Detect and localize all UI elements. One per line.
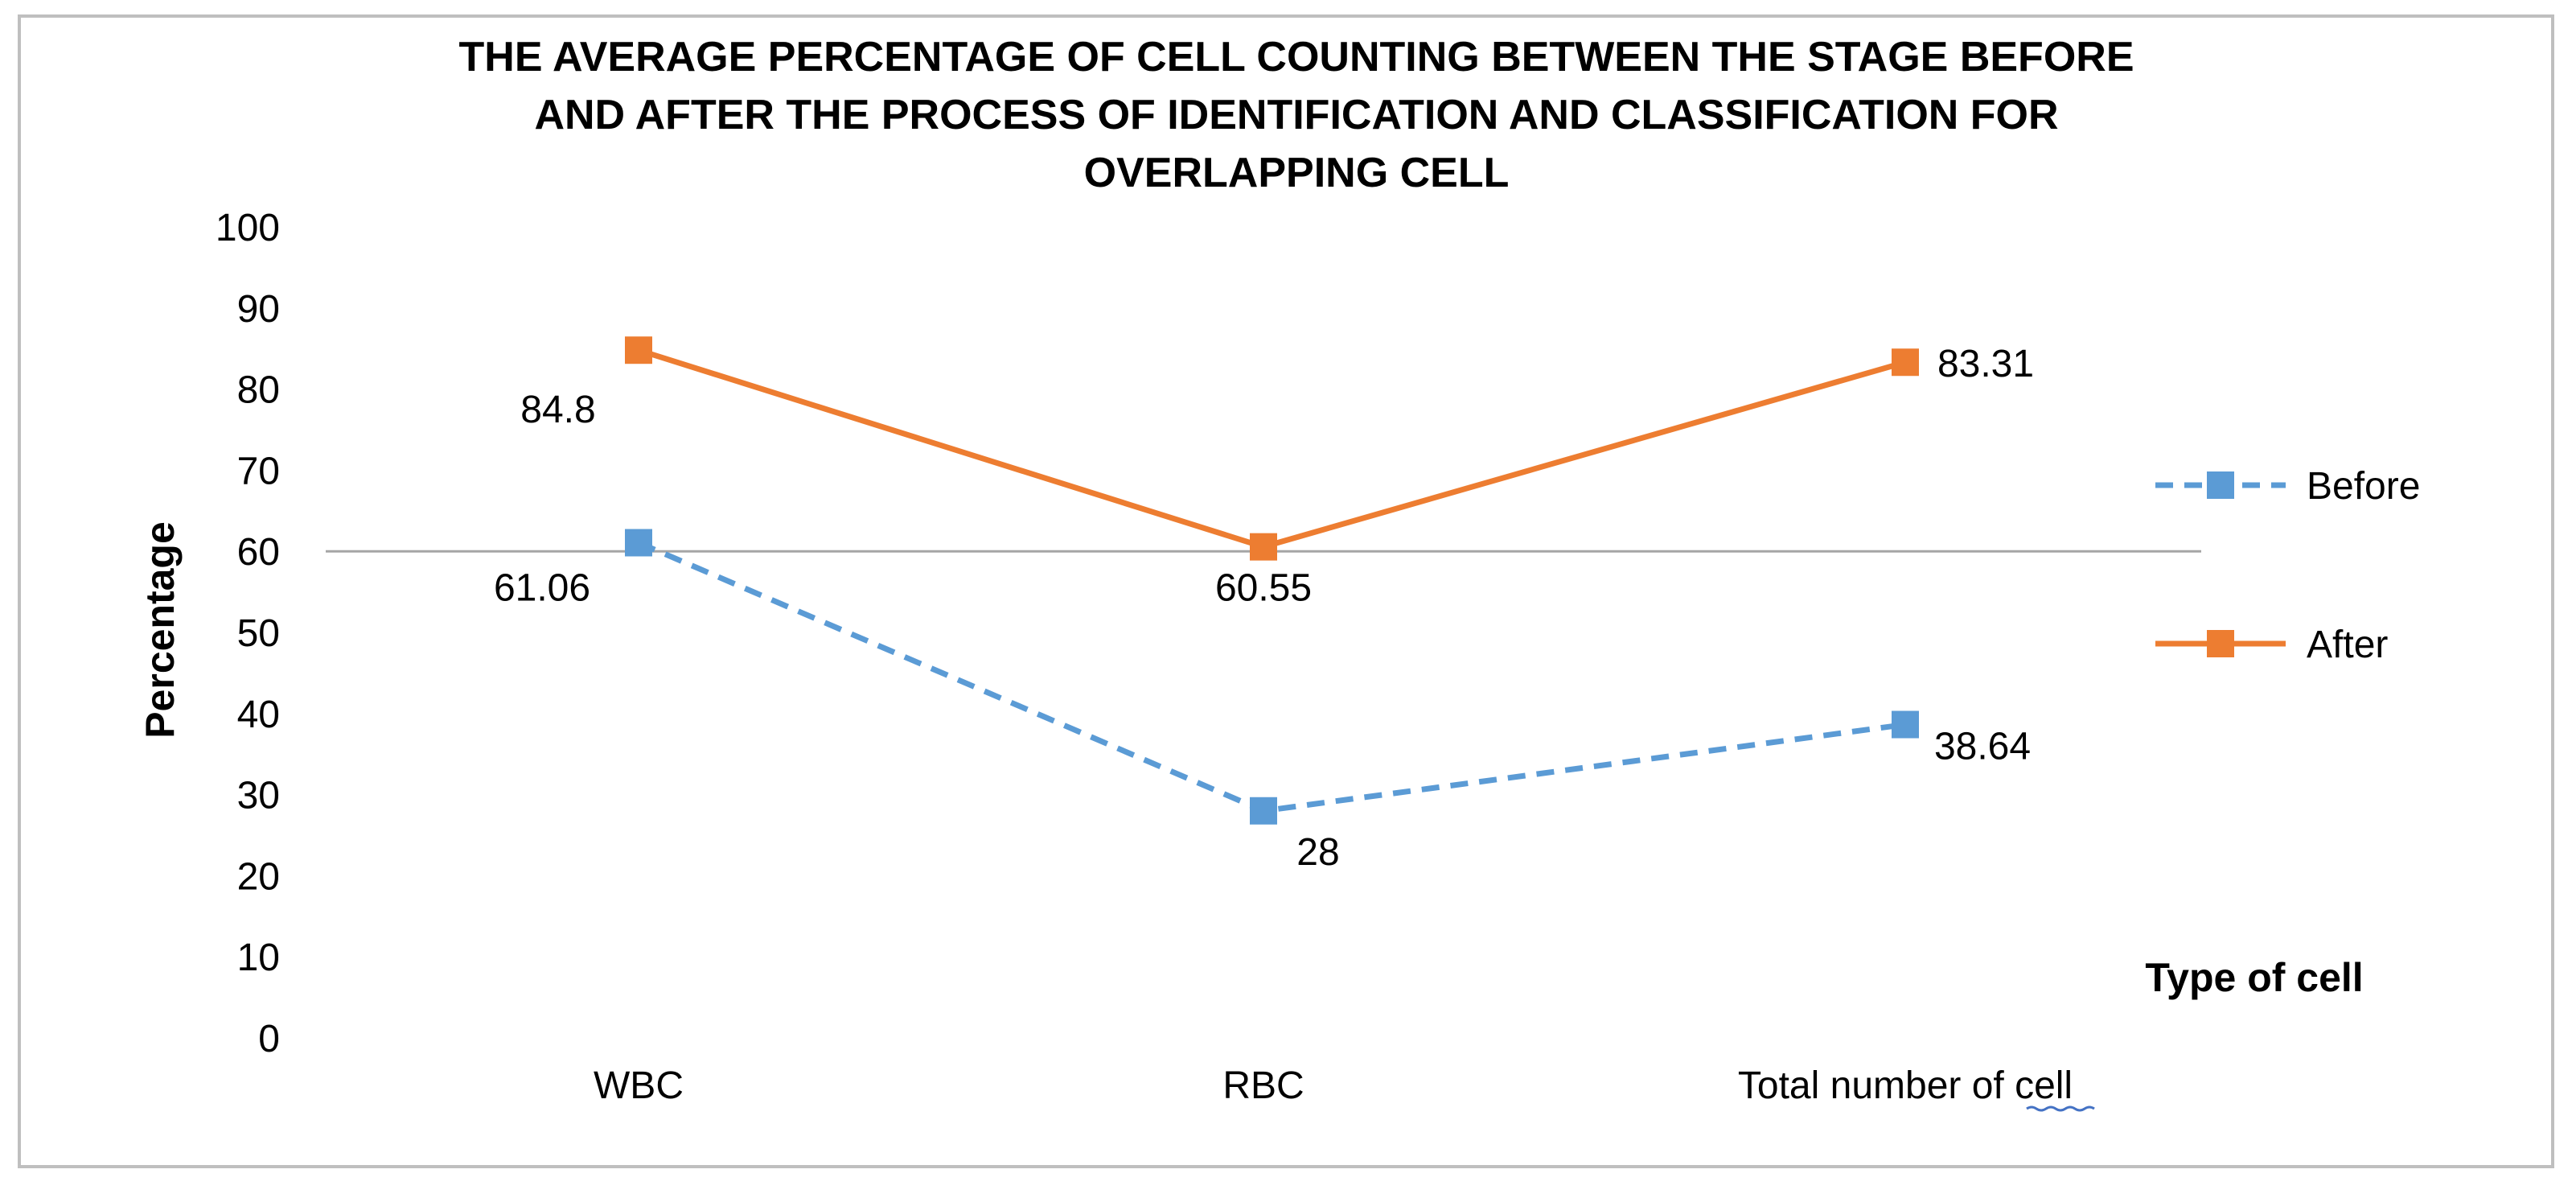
chart-title: THE AVERAGE PERCENTAGE OF CELL COUNTING … (459, 34, 2134, 196)
chart-frame (18, 14, 2554, 1168)
data-point-before (1250, 797, 1277, 825)
y-tick-label: 50 (237, 612, 280, 655)
data-labels-layer: 61.06 28 38.64 84.8 60.55 83.31 (494, 343, 2034, 874)
x-axis-categories: WBC RBC Total number of cell (594, 1064, 2095, 1112)
chart-title-line-2: AND AFTER THE PROCESS OF IDENTIFICATION … (534, 92, 2058, 138)
y-tick-label: 0 (258, 1018, 280, 1060)
legend-marker-after (2207, 630, 2234, 657)
legend-label-before: Before (2307, 465, 2420, 508)
chart-title-line-3: OVERLAPPING CELL (1084, 150, 1510, 196)
data-point-after (1892, 348, 1919, 377)
legend-marker-before (2207, 471, 2234, 499)
data-label-before: 28 (1296, 831, 1339, 874)
y-axis-ticks: 0 10 20 30 40 50 60 70 80 90 100 (216, 207, 280, 1060)
data-point-after (1250, 533, 1277, 561)
x-tick-label: RBC (1222, 1064, 1304, 1107)
data-label-before: 38.64 (1934, 726, 2031, 768)
data-label-after: 83.31 (1937, 343, 2034, 385)
data-point-before (1892, 710, 1919, 739)
y-tick-label: 10 (237, 937, 280, 979)
spellcheck-underline (2026, 1105, 2095, 1112)
x-axis-title: Type of cell (2145, 955, 2363, 1000)
y-axis-title: Percentage (138, 521, 183, 739)
legend: Before After (2155, 465, 2420, 666)
y-tick-label: 60 (237, 531, 280, 574)
y-tick-label: 70 (237, 450, 280, 492)
y-tick-label: 20 (237, 855, 280, 898)
series-layer (625, 336, 1919, 825)
y-tick-label: 40 (237, 694, 280, 736)
data-label-before: 61.06 (494, 567, 590, 610)
data-label-after: 84.8 (520, 389, 595, 431)
x-tick-label: Total number of cell (1738, 1064, 2073, 1107)
legend-label-after: After (2307, 624, 2388, 666)
y-tick-label: 100 (216, 207, 280, 249)
data-label-after: 60.55 (1215, 567, 1312, 610)
data-point-after (625, 336, 652, 364)
chart-title-line-1: THE AVERAGE PERCENTAGE OF CELL COUNTING … (459, 34, 2134, 80)
y-tick-label: 80 (237, 369, 280, 412)
x-tick-label: WBC (594, 1064, 684, 1107)
y-tick-label: 30 (237, 775, 280, 817)
y-tick-label: 90 (237, 288, 280, 331)
data-point-before (625, 529, 652, 557)
